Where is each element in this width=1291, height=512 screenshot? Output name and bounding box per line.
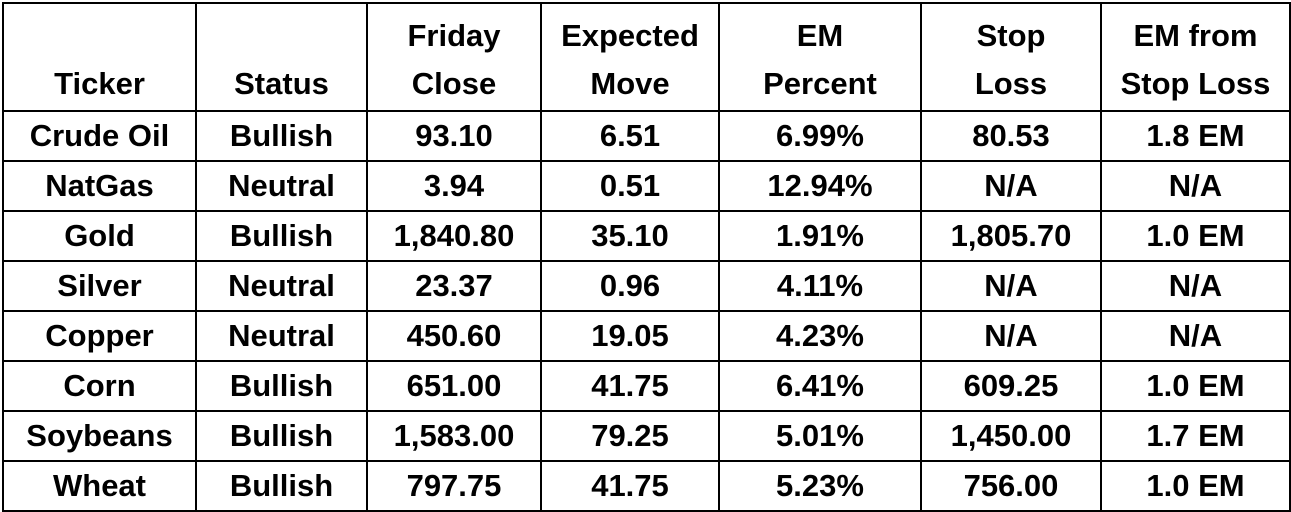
cell-em-from-stop-loss: 1.0 EM — [1100, 460, 1291, 512]
cell-em-from-stop-loss: N/A — [1100, 160, 1291, 212]
cell-status: Bullish — [195, 410, 368, 462]
cell-stop-loss: 1,450.00 — [920, 410, 1102, 462]
header-status: Status — [195, 2, 368, 112]
table-row: Copper Neutral 450.60 19.05 4.23% N/A N/… — [2, 310, 1291, 362]
cell-em-from-stop-loss: 1.0 EM — [1100, 210, 1291, 262]
cell-em-from-stop-loss: 1.8 EM — [1100, 110, 1291, 162]
header-ticker: Ticker — [2, 2, 197, 112]
cell-expected-move: 79.25 — [540, 410, 720, 462]
header-em-from-stop-loss-line1: EM from — [1133, 18, 1258, 53]
cell-expected-move: 0.96 — [540, 260, 720, 312]
cell-expected-move: 41.75 — [540, 360, 720, 412]
cell-em-percent: 12.94% — [718, 160, 922, 212]
header-stop-loss-line1: Stop — [976, 18, 1046, 53]
cell-em-from-stop-loss: 1.0 EM — [1100, 360, 1291, 412]
cell-status: Neutral — [195, 310, 368, 362]
cell-ticker: Crude Oil — [2, 110, 197, 162]
cell-em-percent: 4.23% — [718, 310, 922, 362]
cell-friday-close: 1,840.80 — [366, 210, 542, 262]
cell-em-percent: 1.91% — [718, 210, 922, 262]
cell-expected-move: 0.51 — [540, 160, 720, 212]
cell-em-percent: 6.99% — [718, 110, 922, 162]
header-expected-move: Expected Move — [540, 2, 720, 112]
table-row: Silver Neutral 23.37 0.96 4.11% N/A N/A — [2, 260, 1291, 312]
cell-ticker: Corn — [2, 360, 197, 412]
cell-em-percent: 5.01% — [718, 410, 922, 462]
cell-em-from-stop-loss: 1.7 EM — [1100, 410, 1291, 462]
cell-em-from-stop-loss: N/A — [1100, 310, 1291, 362]
cell-status: Bullish — [195, 360, 368, 412]
header-ticker-line1 — [5, 12, 194, 60]
cell-stop-loss: 80.53 — [920, 110, 1102, 162]
cell-stop-loss: 756.00 — [920, 460, 1102, 512]
table-row: Corn Bullish 651.00 41.75 6.41% 609.25 1… — [2, 360, 1291, 412]
cell-expected-move: 6.51 — [540, 110, 720, 162]
cell-expected-move: 35.10 — [540, 210, 720, 262]
header-em-from-stop-loss-line2: Stop Loss — [1120, 66, 1271, 101]
cell-friday-close: 797.75 — [366, 460, 542, 512]
table-row: NatGas Neutral 3.94 0.51 12.94% N/A N/A — [2, 160, 1291, 212]
header-friday-close-line1: Friday — [407, 18, 501, 53]
table-row: Gold Bullish 1,840.80 35.10 1.91% 1,805.… — [2, 210, 1291, 262]
cell-ticker: Silver — [2, 260, 197, 312]
header-row: Ticker Status Friday Close Expected Move… — [2, 2, 1291, 112]
cell-em-percent: 4.11% — [718, 260, 922, 312]
cell-expected-move: 19.05 — [540, 310, 720, 362]
cell-stop-loss: N/A — [920, 160, 1102, 212]
header-em-percent-line1: EM — [796, 18, 844, 53]
cell-friday-close: 93.10 — [366, 110, 542, 162]
cell-ticker: Wheat — [2, 460, 197, 512]
header-friday-close: Friday Close — [366, 2, 542, 112]
header-stop-loss: Stop Loss — [920, 2, 1102, 112]
cell-status: Bullish — [195, 460, 368, 512]
cell-expected-move: 41.75 — [540, 460, 720, 512]
cell-status: Bullish — [195, 210, 368, 262]
cell-ticker: Gold — [2, 210, 197, 262]
cell-friday-close: 1,583.00 — [366, 410, 542, 462]
header-status-line2: Status — [234, 66, 329, 101]
header-expected-move-line2: Move — [590, 66, 670, 101]
table-row: Wheat Bullish 797.75 41.75 5.23% 756.00 … — [2, 460, 1291, 512]
table-row: Soybeans Bullish 1,583.00 79.25 5.01% 1,… — [2, 410, 1291, 462]
cell-status: Neutral — [195, 160, 368, 212]
cell-ticker: Soybeans — [2, 410, 197, 462]
cell-ticker: NatGas — [2, 160, 197, 212]
header-expected-move-line1: Expected — [561, 18, 699, 53]
header-em-percent: EM Percent — [718, 2, 922, 112]
cell-stop-loss: 609.25 — [920, 360, 1102, 412]
cell-em-from-stop-loss: N/A — [1100, 260, 1291, 312]
cell-status: Bullish — [195, 110, 368, 162]
cell-friday-close: 450.60 — [366, 310, 542, 362]
cell-stop-loss: N/A — [920, 310, 1102, 362]
header-status-line1 — [198, 12, 365, 60]
table-row: Crude Oil Bullish 93.10 6.51 6.99% 80.53… — [2, 110, 1291, 162]
cell-friday-close: 23.37 — [366, 260, 542, 312]
header-friday-close-line2: Close — [411, 66, 497, 101]
header-ticker-line2: Ticker — [54, 66, 145, 101]
cell-em-percent: 5.23% — [718, 460, 922, 512]
cell-ticker: Copper — [2, 310, 197, 362]
cell-stop-loss: 1,805.70 — [920, 210, 1102, 262]
header-em-from-stop-loss: EM from Stop Loss — [1100, 2, 1291, 112]
cell-stop-loss: N/A — [920, 260, 1102, 312]
cell-friday-close: 3.94 — [366, 160, 542, 212]
cell-em-percent: 6.41% — [718, 360, 922, 412]
header-stop-loss-line2: Loss — [974, 66, 1048, 101]
cell-friday-close: 651.00 — [366, 360, 542, 412]
cell-status: Neutral — [195, 260, 368, 312]
header-em-percent-line2: Percent — [763, 66, 877, 101]
